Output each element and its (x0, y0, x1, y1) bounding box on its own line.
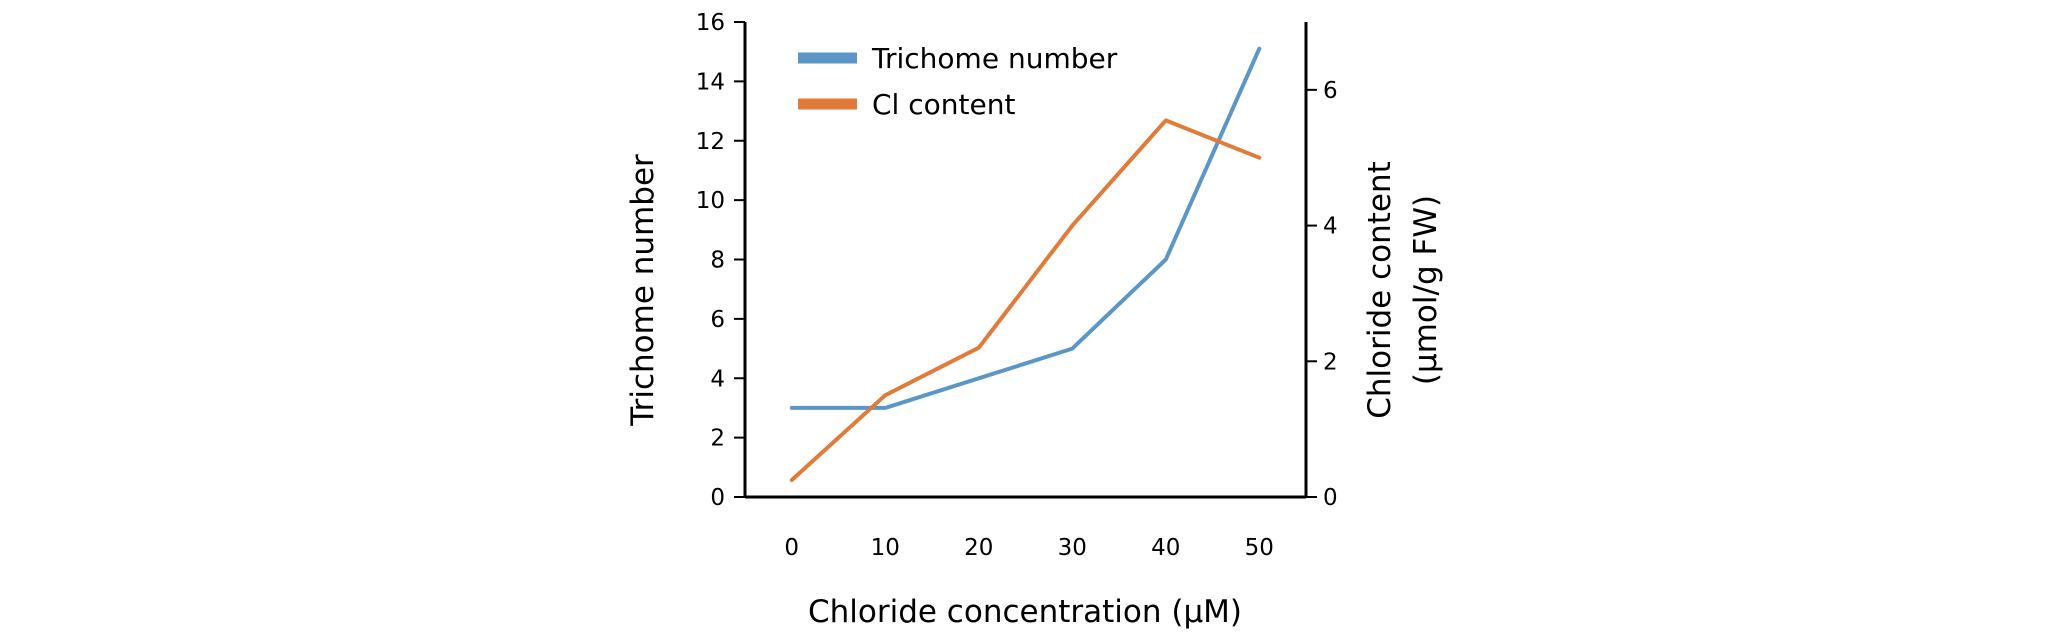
x-tick-label: 20 (964, 535, 993, 561)
left-tick-label: 12 (696, 129, 725, 155)
left-y-axis-title: Trichome number (625, 154, 661, 427)
left-tick-label: 10 (696, 188, 725, 214)
x-tick-label: 40 (1151, 535, 1180, 561)
x-tick-label: 10 (871, 535, 900, 561)
x-axis-title: Chloride concentration (μM) (808, 594, 1242, 630)
left-y-ticks: 0 2 4 6 8 10 12 14 16 (696, 10, 745, 511)
x-tick-label: 50 (1245, 535, 1274, 561)
series-line-trichome-number (789, 46, 1262, 410)
right-tick-label: 4 (1323, 214, 1338, 240)
left-tick-label: 4 (710, 366, 725, 392)
left-tick-label: 14 (696, 69, 725, 95)
left-tick-label: 2 (710, 426, 725, 452)
legend: Trichome number Cl content (798, 42, 1118, 121)
series-line-cl-content (789, 118, 1262, 482)
left-tick-label: 8 (710, 248, 725, 274)
right-tick-label: 6 (1323, 78, 1338, 104)
left-tick-label: 6 (710, 307, 725, 333)
x-tick-label: 30 (1058, 535, 1087, 561)
series-lines (789, 46, 1262, 482)
right-y-axis-title-line2: (μmol/g FW) (1408, 195, 1444, 385)
left-tick-label: 0 (710, 485, 725, 511)
legend-label-trichome: Trichome number (871, 42, 1118, 75)
x-tick-label: 0 (784, 535, 799, 561)
plot-area (743, 22, 1308, 499)
right-tick-label: 2 (1323, 349, 1338, 375)
right-y-axis-title-line1: Chloride content (1362, 161, 1398, 419)
right-tick-label: 0 (1323, 485, 1338, 511)
left-tick-label: 16 (696, 10, 725, 36)
x-ticks: 0 10 20 30 40 50 (784, 535, 1273, 561)
legend-label-cl: Cl content (872, 88, 1015, 121)
right-y-ticks: 0 2 4 6 (1306, 78, 1338, 511)
